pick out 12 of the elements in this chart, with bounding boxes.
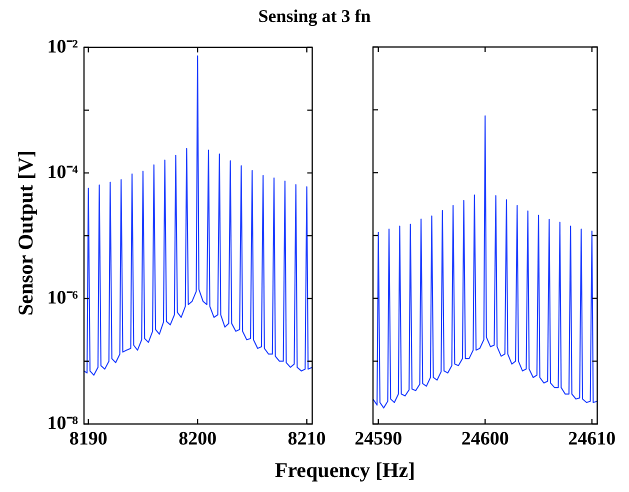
- y-tick-label: 10⁻⁴: [47, 162, 78, 183]
- x-tick-label: 24610: [568, 428, 616, 450]
- x-tick-label: 8190: [69, 428, 108, 450]
- x-tick-label: 8210: [288, 428, 326, 450]
- x-tick-label: 24600: [461, 428, 509, 450]
- x-tick-label: 8200: [178, 428, 217, 450]
- y-axis-title: Sensor Output [V]: [14, 150, 38, 316]
- y-tick-label: 10⁻⁶: [47, 287, 78, 308]
- y-tick-label: 10⁻²: [47, 36, 78, 58]
- chart-title: Sensing at 3 fn: [257, 6, 372, 27]
- x-tick-label: 24590: [354, 428, 402, 450]
- x-axis-title: Frequency [Hz]: [274, 458, 416, 483]
